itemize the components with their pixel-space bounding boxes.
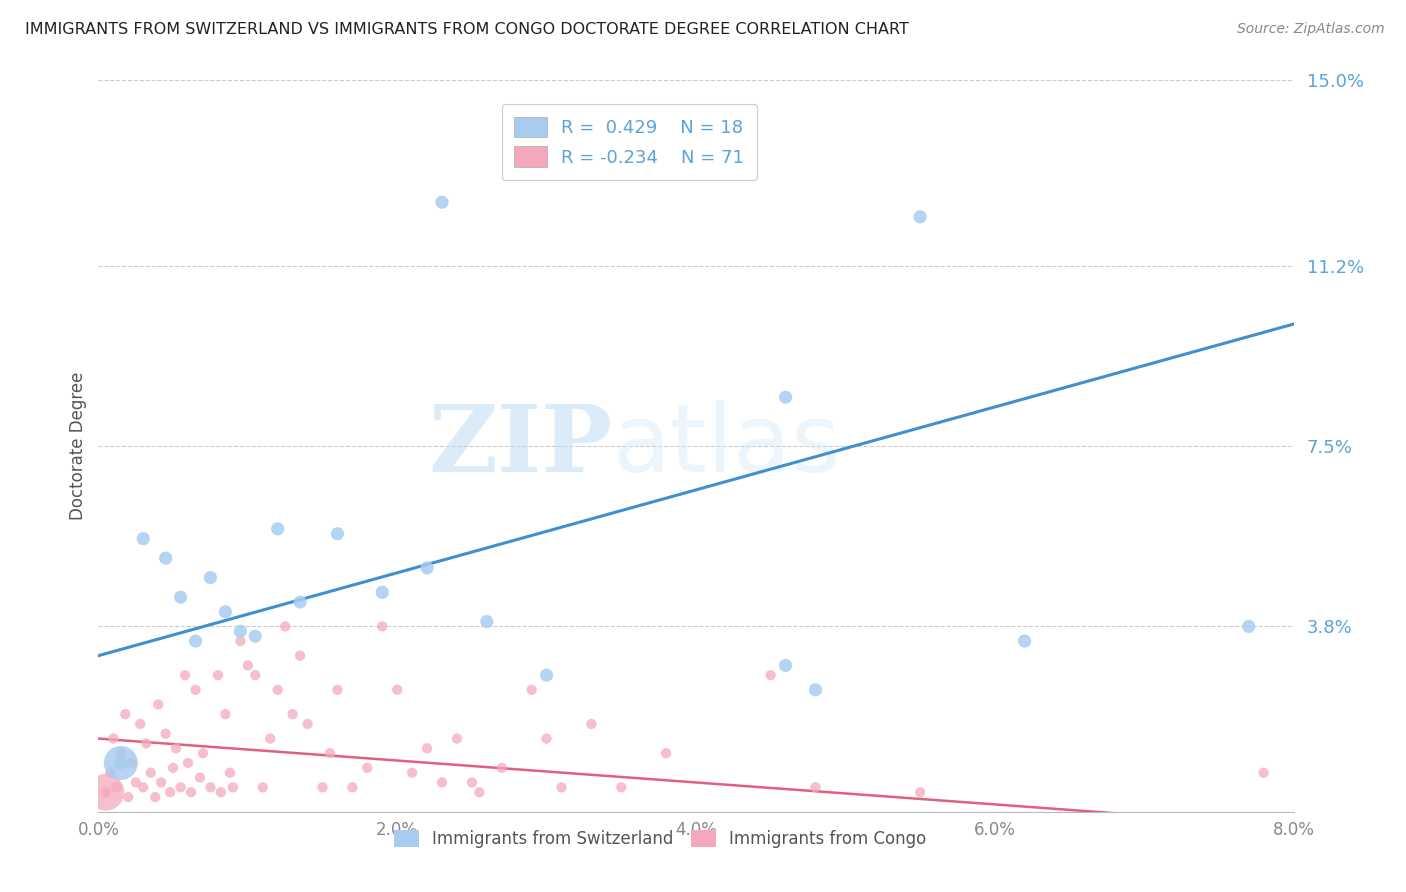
Point: [177, 756, 200, 770]
Y-axis label: Doctorate Degree: Doctorate Degree: [69, 372, 87, 520]
Point: [1237, 619, 1260, 633]
Point: [94, 785, 117, 799]
Point: [267, 522, 290, 536]
Point: [326, 526, 349, 541]
Point: [229, 624, 252, 639]
Point: [311, 780, 333, 795]
Point: [214, 707, 236, 722]
Text: Source: ZipAtlas.com: Source: ZipAtlas.com: [1237, 22, 1385, 37]
Point: [114, 707, 136, 722]
Point: [117, 790, 139, 805]
Point: [475, 615, 498, 629]
Point: [110, 756, 132, 770]
Point: [148, 698, 170, 712]
Text: ZIP: ZIP: [427, 401, 613, 491]
Point: [139, 765, 162, 780]
Point: [219, 765, 242, 780]
Point: [430, 195, 453, 210]
Point: [536, 668, 558, 682]
Point: [908, 785, 931, 799]
Point: [908, 210, 931, 224]
Point: [259, 731, 281, 746]
Point: [1253, 765, 1275, 780]
Point: [416, 561, 439, 575]
Point: [342, 780, 364, 795]
Point: [356, 761, 378, 775]
Point: [155, 727, 177, 741]
Text: atlas: atlas: [613, 400, 841, 492]
Point: [174, 668, 197, 682]
Point: [184, 682, 207, 697]
Point: [169, 780, 191, 795]
Point: [165, 741, 187, 756]
Point: [252, 780, 274, 795]
Point: [188, 771, 211, 785]
Point: [191, 746, 214, 760]
Point: [129, 717, 152, 731]
Point: [125, 775, 148, 789]
Point: [132, 532, 155, 546]
Point: [200, 571, 222, 585]
Point: [461, 775, 484, 789]
Point: [804, 682, 827, 697]
Point: [281, 707, 304, 722]
Point: [103, 731, 125, 746]
Point: [180, 785, 202, 799]
Point: [550, 780, 572, 795]
Point: [155, 551, 177, 566]
Point: [110, 756, 132, 770]
Point: [236, 658, 259, 673]
Point: [775, 390, 797, 404]
Point: [98, 765, 122, 780]
Point: [385, 682, 409, 697]
Legend: Immigrants from Switzerland, Immigrants from Congo: Immigrants from Switzerland, Immigrants …: [388, 823, 932, 855]
Point: [446, 731, 468, 746]
Point: [288, 595, 311, 609]
Point: [759, 668, 782, 682]
Point: [94, 785, 117, 799]
Point: [491, 761, 513, 775]
Point: [245, 629, 267, 643]
Point: [416, 741, 439, 756]
Point: [184, 634, 207, 648]
Point: [520, 682, 543, 697]
Point: [401, 765, 423, 780]
Point: [581, 717, 603, 731]
Point: [274, 619, 297, 633]
Point: [169, 590, 191, 604]
Point: [209, 785, 232, 799]
Point: [245, 668, 267, 682]
Point: [804, 780, 827, 795]
Text: IMMIGRANTS FROM SWITZERLAND VS IMMIGRANTS FROM CONGO DOCTORATE DEGREE CORRELATIO: IMMIGRANTS FROM SWITZERLAND VS IMMIGRANT…: [25, 22, 910, 37]
Point: [120, 756, 142, 770]
Point: [267, 682, 290, 697]
Point: [159, 785, 181, 799]
Point: [297, 717, 319, 731]
Point: [319, 746, 342, 760]
Point: [132, 780, 155, 795]
Point: [135, 736, 157, 750]
Point: [288, 648, 311, 663]
Point: [775, 658, 797, 673]
Point: [371, 585, 394, 599]
Point: [143, 790, 166, 805]
Point: [536, 731, 558, 746]
Point: [1014, 634, 1036, 648]
Point: [229, 634, 252, 648]
Point: [214, 605, 236, 619]
Point: [371, 619, 394, 633]
Point: [105, 780, 128, 795]
Point: [430, 775, 453, 789]
Point: [110, 746, 132, 760]
Point: [468, 785, 491, 799]
Point: [207, 668, 229, 682]
Point: [162, 761, 184, 775]
Point: [326, 682, 349, 697]
Point: [200, 780, 222, 795]
Point: [610, 780, 633, 795]
Point: [150, 775, 173, 789]
Point: [222, 780, 245, 795]
Point: [655, 746, 678, 760]
